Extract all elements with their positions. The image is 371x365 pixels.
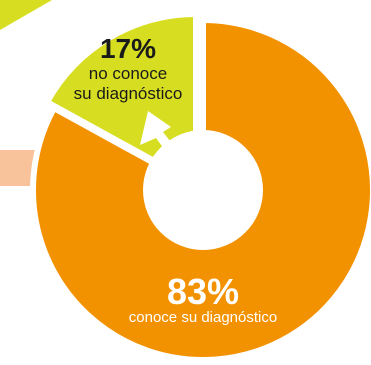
donut-hole bbox=[143, 130, 263, 250]
slice-percent-label: 83% bbox=[167, 271, 239, 312]
decor-corner bbox=[0, 0, 52, 30]
slice-caption-line: su diagnóstico bbox=[74, 84, 183, 103]
slice-caption-line: no conoce bbox=[89, 64, 167, 83]
up-arrow-icon bbox=[140, 111, 174, 153]
slice-caption-line: conoce su diagnóstico bbox=[129, 309, 277, 326]
slice-percent-label: 17% bbox=[100, 33, 156, 64]
